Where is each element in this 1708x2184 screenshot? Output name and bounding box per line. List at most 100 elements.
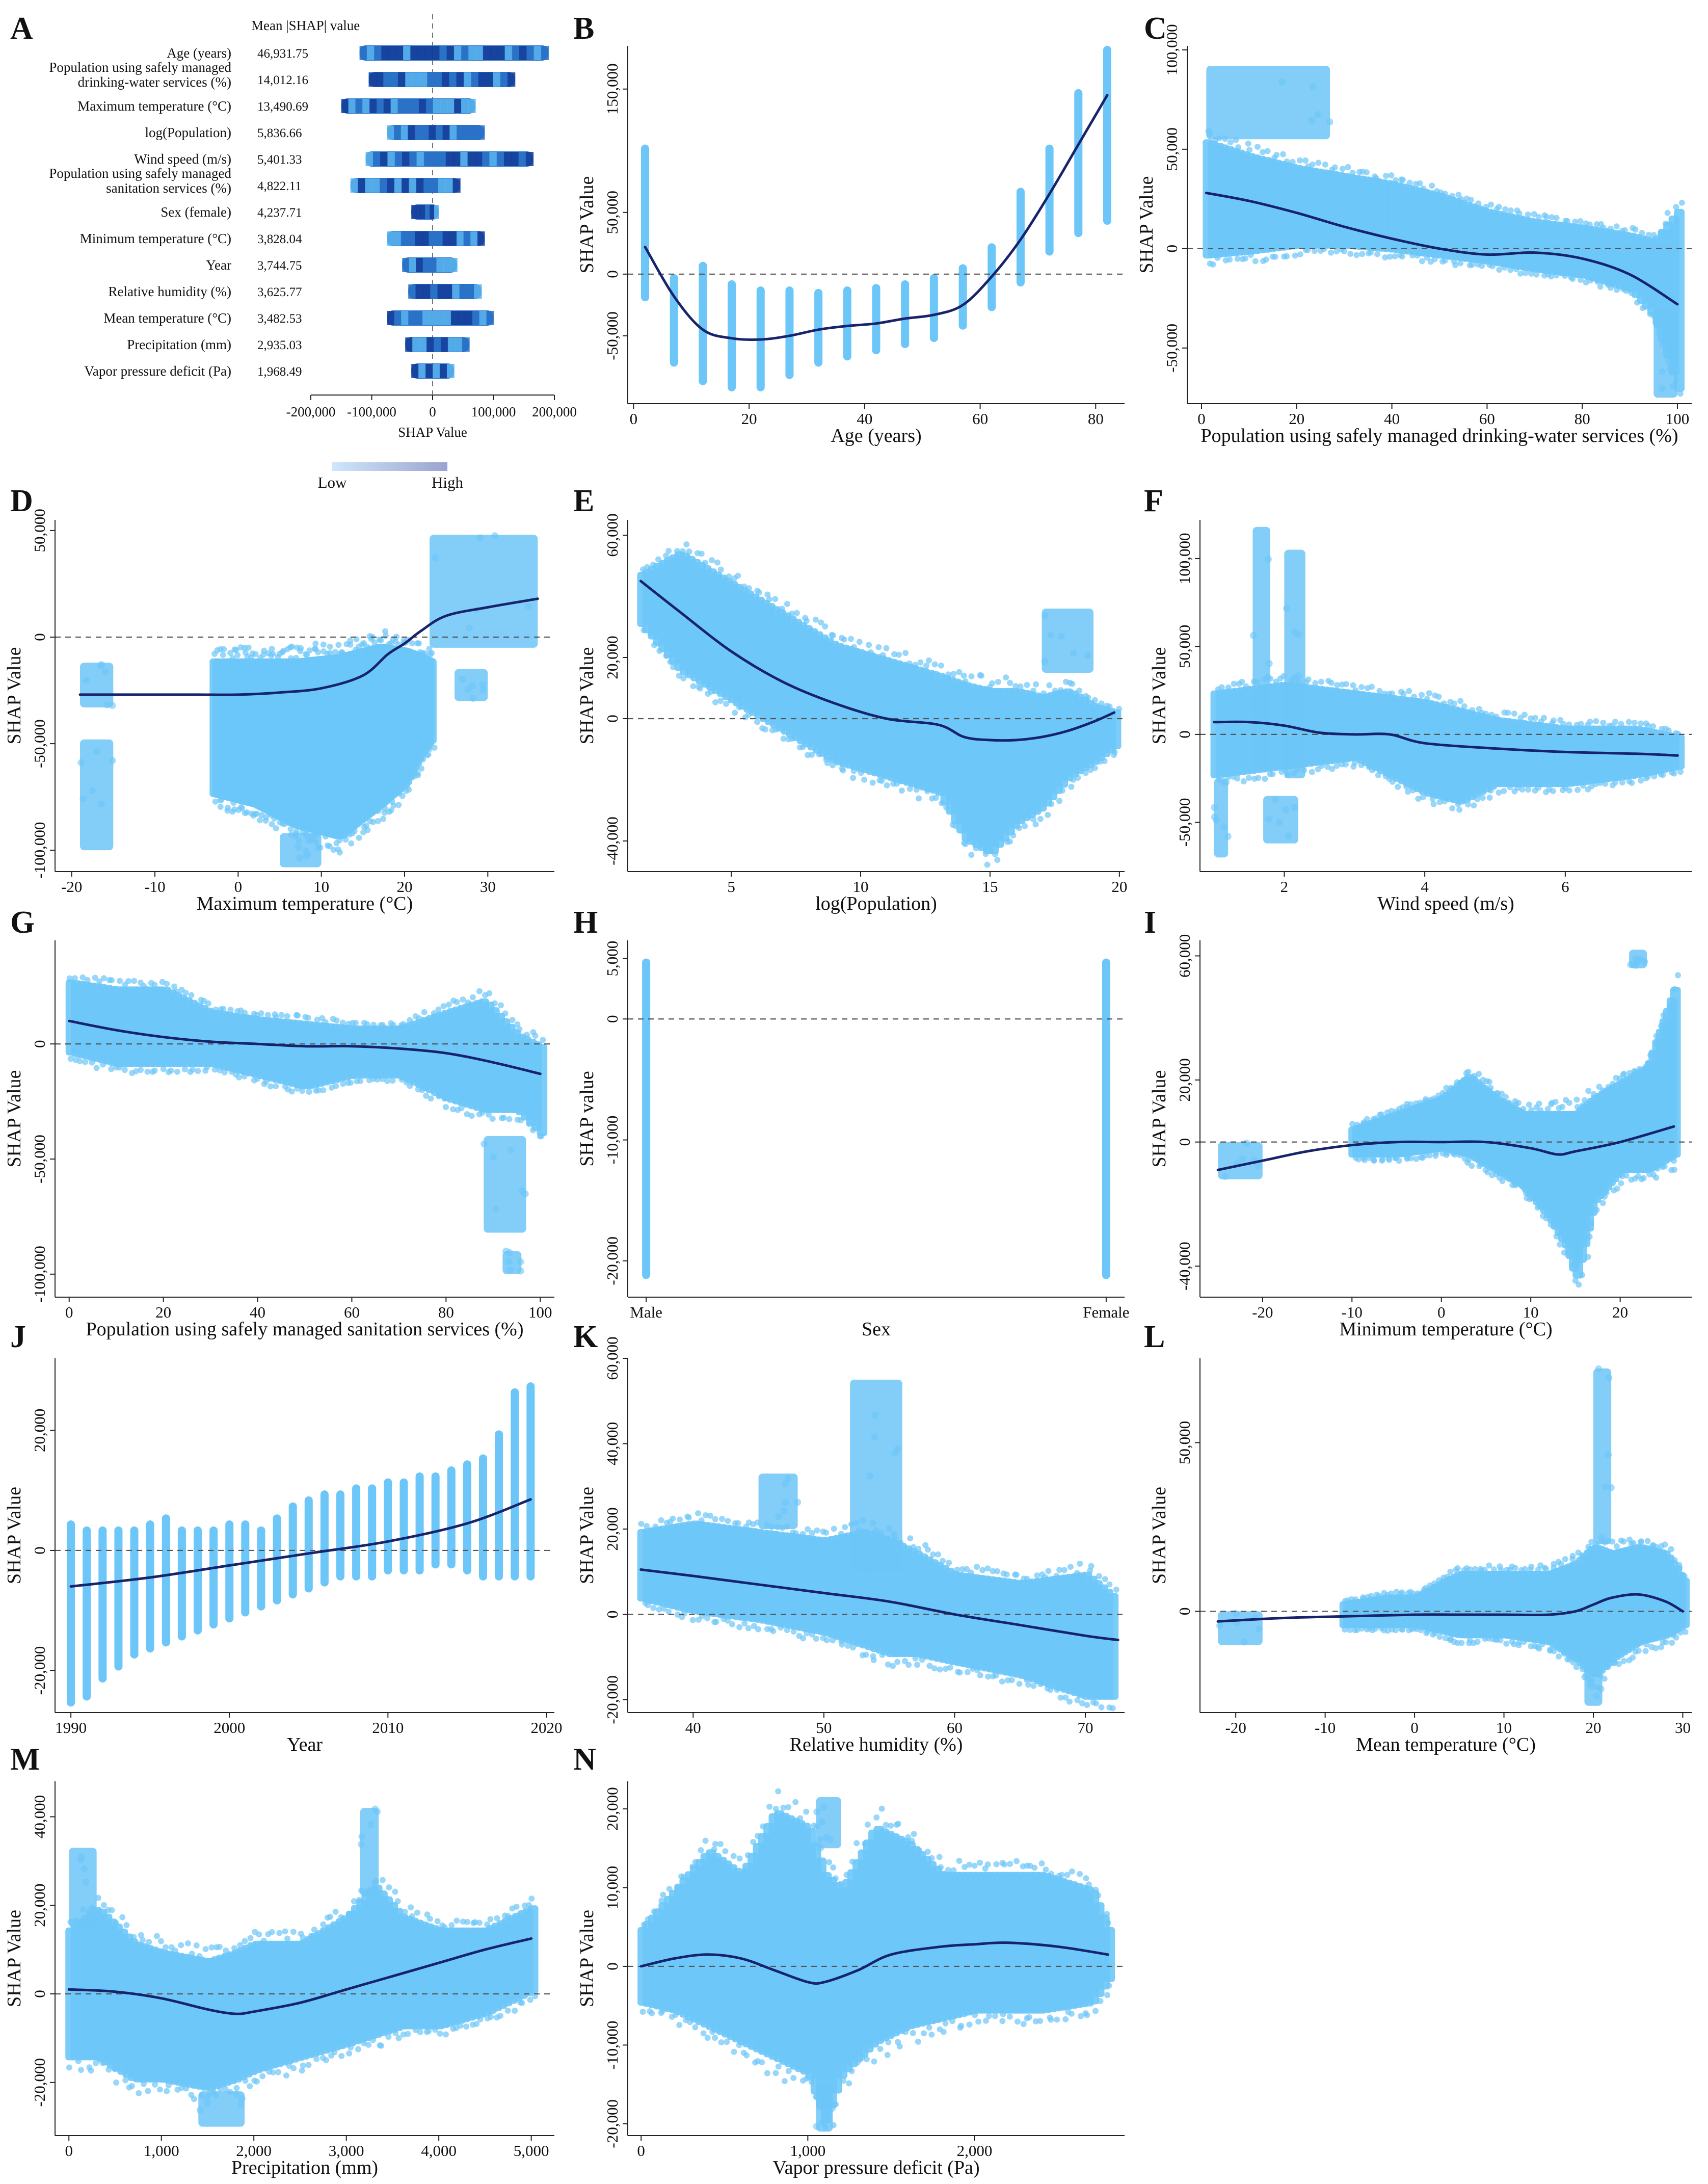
data-point <box>525 602 532 610</box>
data-point <box>1588 1539 1595 1545</box>
data-point <box>1415 795 1422 802</box>
point-column <box>177 1526 186 1641</box>
data-point <box>365 2041 372 2048</box>
mean-abs-value: 14,012.16 <box>257 73 308 87</box>
data-point <box>823 1637 830 1644</box>
y-tick-label: 20,000 <box>31 1409 48 1452</box>
data-point <box>517 1267 524 1275</box>
data-point <box>1226 256 1233 263</box>
data-point <box>854 2059 861 2066</box>
data-point <box>1297 157 1303 164</box>
feature-label: Maximum temperature (°C) <box>77 98 231 114</box>
swarm-segment <box>454 99 462 113</box>
data-point <box>1637 720 1644 727</box>
data-point <box>702 560 708 566</box>
data-point <box>125 978 132 984</box>
data-point <box>1077 1561 1083 1567</box>
y-tick-label: 5,000 <box>603 941 621 977</box>
data-point <box>809 1530 815 1536</box>
data-point <box>644 1522 650 1529</box>
data-point <box>692 2024 699 2031</box>
data-point <box>1376 688 1383 694</box>
x-tick-label: 1,000 <box>144 2142 179 2160</box>
data-point <box>1264 148 1271 154</box>
data-point <box>1392 177 1399 183</box>
data-point <box>1302 157 1309 164</box>
panel-letter-a: A <box>10 11 33 46</box>
data-point <box>1612 719 1619 725</box>
data-point <box>1311 248 1318 254</box>
x-tick-label: 2 <box>1280 878 1289 896</box>
data-point <box>374 1076 381 1083</box>
data-point <box>121 1067 128 1073</box>
x-tick-label: Female <box>1083 1303 1129 1321</box>
data-point <box>856 639 863 645</box>
data-point <box>1600 720 1607 726</box>
data-point <box>1083 1875 1089 1882</box>
swarm-segment <box>459 284 467 299</box>
feature-label: Population using safely managed sanitatio… <box>49 166 231 196</box>
data-point <box>704 2035 711 2041</box>
data-point <box>1084 2012 1090 2018</box>
data-point <box>800 1635 807 1642</box>
swarm-segment <box>365 152 373 166</box>
x-tick-label: 40 <box>685 1719 701 1736</box>
data-point <box>895 1821 901 1827</box>
data-point <box>1525 211 1531 218</box>
swarm-segment <box>440 99 448 113</box>
x-tick-label: -20 <box>61 878 82 896</box>
data-point <box>772 596 779 602</box>
data-point <box>915 2038 921 2045</box>
swarm-segment <box>477 125 485 140</box>
data-point <box>1088 1563 1095 1569</box>
data-point <box>823 1834 831 1841</box>
data-point <box>958 2022 965 2029</box>
swarm-segment <box>372 178 381 193</box>
data-point <box>1234 775 1241 782</box>
data-point <box>232 2091 240 2098</box>
data-point <box>714 559 720 566</box>
swarm-segment <box>394 231 402 246</box>
data-point <box>299 2067 305 2074</box>
swarm-segment <box>387 178 395 193</box>
data-point <box>144 1068 151 1075</box>
data-point <box>1231 680 1237 687</box>
y-tick-label: 10,000 <box>603 1866 621 1909</box>
mean-abs-value: 3,482.53 <box>257 312 302 326</box>
data-point <box>1092 2008 1099 2014</box>
data-point <box>1469 261 1476 268</box>
trend-line <box>69 1498 532 1588</box>
data-point <box>894 1659 901 1665</box>
data-point <box>67 1056 74 1062</box>
point-band-strip <box>527 1905 539 1994</box>
x-tick-label: 80 <box>1088 410 1104 428</box>
mean-abs-value: 2,935.03 <box>257 338 302 352</box>
data-point <box>269 821 275 828</box>
data-point <box>1456 806 1463 813</box>
data-point <box>453 999 460 1006</box>
x-tick-label: 60 <box>1479 410 1495 428</box>
swarm-segment <box>415 231 422 246</box>
x-axis-title: Age (years) <box>831 425 921 446</box>
data-point <box>116 978 123 984</box>
data-point <box>898 787 905 794</box>
data-point <box>151 982 158 988</box>
y-tick-label: -20,000 <box>603 1675 621 1724</box>
data-point <box>519 1187 526 1195</box>
data-point <box>242 1009 248 1016</box>
data-point <box>840 2077 847 2084</box>
y-axis-title: SHAP Value <box>4 1070 25 1167</box>
data-point <box>1098 700 1105 707</box>
data-point <box>1405 788 1411 795</box>
point-column <box>83 1526 91 1701</box>
data-point <box>1070 776 1077 783</box>
x-axis-title: SHAP Value <box>398 425 467 440</box>
data-point <box>364 827 371 833</box>
data-point <box>399 793 406 799</box>
data-point <box>759 2059 765 2066</box>
data-point <box>1105 1919 1111 1926</box>
data-point <box>263 814 270 821</box>
data-point <box>109 702 116 709</box>
data-point <box>273 1083 279 1089</box>
data-point <box>464 1111 470 1118</box>
